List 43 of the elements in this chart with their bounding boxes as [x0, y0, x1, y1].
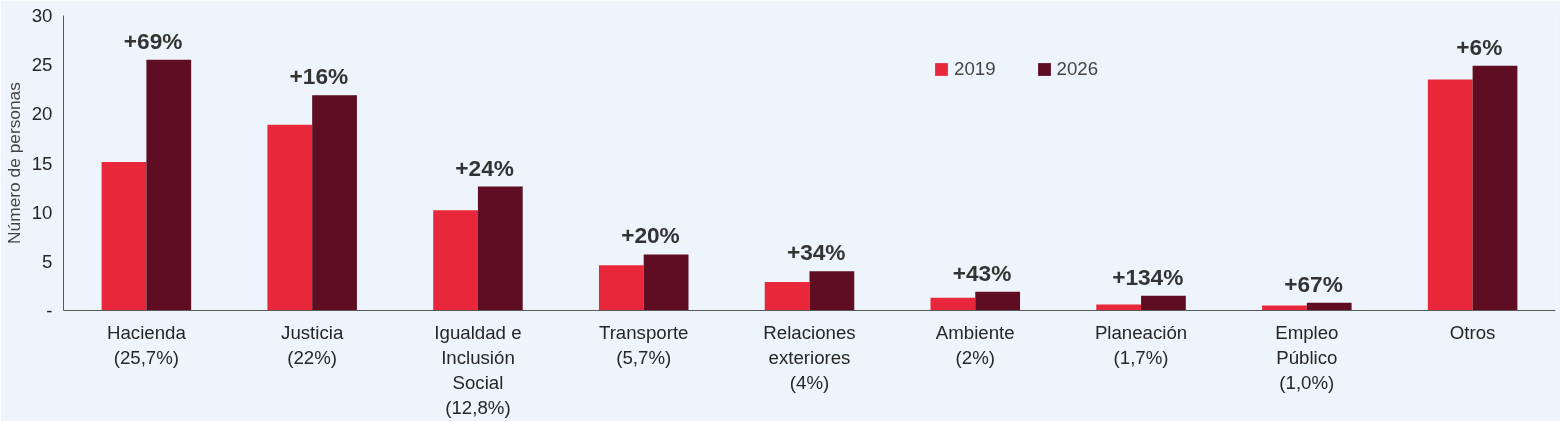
y-tick-label: 20 [31, 103, 53, 125]
x-tick-label: Ambiente (2%) [935, 321, 1015, 368]
annotation: +24% [455, 154, 514, 181]
y-axis-title: Número de personas [3, 81, 24, 244]
bar [1141, 295, 1186, 311]
bar [809, 271, 855, 311]
x-tick-label: Planeación (1,7%) [1094, 321, 1188, 368]
x-tick-label: Igualdad e Inclusión Social (12,8%) [434, 321, 522, 419]
x-tick-label: Justicia (22%) [281, 321, 344, 368]
bar [267, 124, 313, 311]
bar [975, 291, 1021, 311]
bar [643, 254, 689, 311]
annotation: +20% [621, 222, 680, 249]
bar [312, 95, 357, 311]
bar [930, 297, 976, 311]
x-tick-label: Relaciones exteriores (4%) [763, 321, 856, 393]
annotation: +69% [123, 27, 183, 54]
annotation: +134% [1112, 263, 1184, 290]
y-tick-label: 10 [31, 201, 53, 223]
legend-label: 2019 [954, 58, 996, 80]
annotation: +67% [1284, 270, 1343, 297]
y-tick-label: 25 [31, 54, 53, 76]
bar [764, 281, 810, 311]
annotation: +43% [952, 259, 1012, 286]
x-tick-label: Empleo Público (1,0%) [1275, 321, 1339, 393]
bar [477, 186, 523, 311]
annotation: +6% [1456, 33, 1503, 60]
y-tick-label: 5 [42, 250, 53, 272]
y-tick-label: 30 [31, 5, 53, 26]
bar [433, 210, 478, 311]
bar [101, 162, 147, 311]
bar [146, 59, 192, 311]
y-tick-label: 15 [31, 152, 53, 174]
bar [1427, 79, 1473, 311]
y-tick-label: - [46, 300, 53, 321]
bar [1472, 65, 1518, 311]
x-tick-label: Otros [1449, 321, 1496, 343]
x-tick-label: Transporte (5,7%) [598, 321, 689, 368]
x-tick-label: Hacienda (25,7%) [106, 321, 187, 368]
annotation: +16% [289, 63, 349, 90]
legend-label: 2026 [1056, 58, 1099, 80]
annotation: +34% [786, 239, 846, 266]
bar [598, 265, 644, 311]
